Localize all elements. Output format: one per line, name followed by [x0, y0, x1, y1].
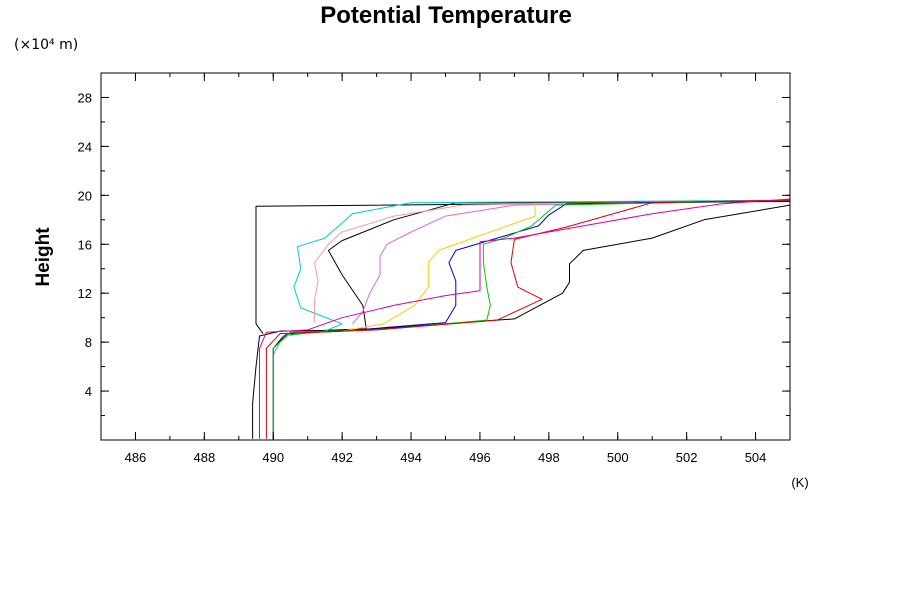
- series-line-3: [255, 200, 790, 334]
- series-line-11: [259, 198, 790, 439]
- y-tick-label: 8: [85, 335, 92, 350]
- y-axis-label: Height: [33, 227, 54, 287]
- x-tick-label: 502: [676, 450, 698, 465]
- series-line-9: [272, 199, 790, 439]
- plot-frame: [100, 72, 791, 441]
- y-tick-label: 4: [85, 384, 92, 399]
- x-tick-label: 486: [125, 450, 147, 465]
- x-tick-label: 496: [469, 450, 491, 465]
- y-tick-label: 28: [78, 90, 92, 105]
- x-tick-label: 490: [262, 450, 284, 465]
- series-line-8: [272, 199, 790, 439]
- x-tick-label: 494: [400, 450, 422, 465]
- y-tick-label: 16: [78, 237, 92, 252]
- x-axis-label: (K): [791, 475, 808, 490]
- x-tick-label: 504: [745, 450, 767, 465]
- series-layer: [252, 198, 790, 439]
- x-tick-label: 488: [193, 450, 215, 465]
- series-line-4: [272, 199, 790, 439]
- series-line-1: [252, 204, 790, 439]
- ticks-layer: 486 488 490 492 494 496 498 500 502 504 4 8 12 16 20 24…: [78, 73, 791, 465]
- y-axis-units: (×10⁴ m): [14, 37, 78, 53]
- series-line-7: [272, 199, 790, 439]
- y-tick-label: 12: [78, 286, 92, 301]
- y-tick-label: 24: [78, 139, 92, 154]
- y-tick-label: 20: [78, 188, 92, 203]
- x-tick-label: 498: [538, 450, 560, 465]
- series-line-5: [314, 199, 790, 323]
- series-line-10: [265, 199, 790, 439]
- series-line-2: [272, 200, 790, 439]
- chart-title: Potential Temperature: [320, 2, 572, 29]
- x-tick-label: 492: [331, 450, 353, 465]
- x-tick-label: 500: [607, 450, 629, 465]
- series-line-6: [352, 199, 790, 325]
